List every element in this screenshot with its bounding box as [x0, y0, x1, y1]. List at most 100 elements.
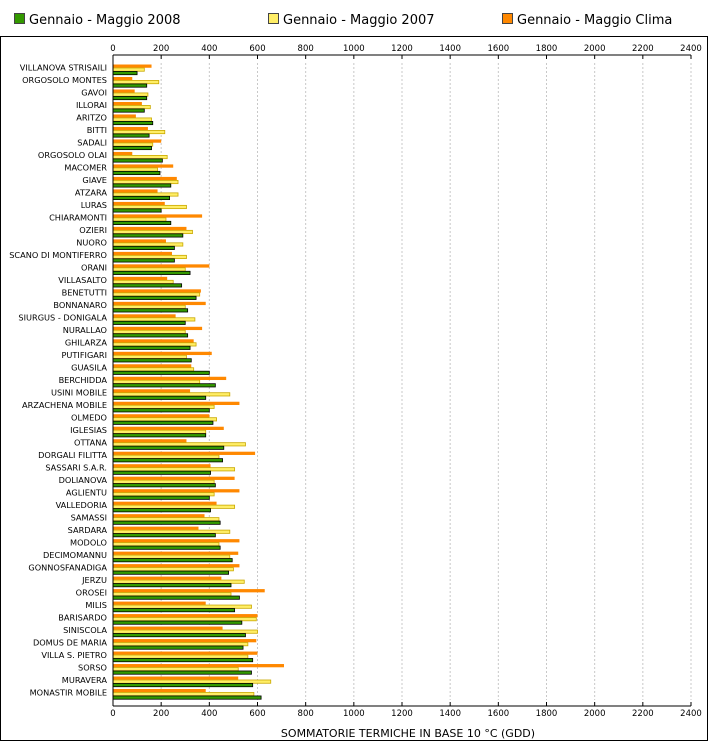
bar-2007: [112, 304, 186, 309]
bar-2008: [112, 345, 191, 350]
bar-clima: [113, 651, 258, 655]
bar-2007: [112, 554, 231, 559]
bar-2007: [112, 479, 215, 484]
bar-2007: [112, 517, 220, 522]
legend-item-2007: Gennaio - Maggio 2007: [268, 13, 435, 28]
bar-clima: [113, 626, 223, 630]
bar-clima: [113, 314, 176, 318]
legend: Gennaio - Maggio 2008 Gennaio - Maggio 2…: [0, 13, 709, 31]
legend-swatch-clima: [502, 13, 513, 24]
bottom-tick-label: 1000: [343, 709, 365, 719]
bar-clima: [113, 676, 239, 680]
category-label: LURAS: [81, 200, 107, 210]
category-label: SARDARA: [68, 525, 108, 535]
bottom-tick-label: 1200: [391, 709, 413, 719]
bar-2007: [112, 642, 249, 647]
bar-2008: [112, 683, 254, 688]
bar-2007: [112, 354, 187, 359]
legend-swatch-2007: [268, 13, 279, 24]
bar-2008: [112, 358, 192, 363]
bar-2008: [112, 133, 150, 138]
bar-clima: [113, 564, 240, 568]
category-label: ILLORAI: [76, 100, 107, 110]
bar-2007: [112, 454, 220, 459]
bar-clima: [113, 164, 174, 168]
category-label: JERZU: [81, 575, 107, 585]
bar-clima: [113, 101, 142, 106]
bar-2007: [112, 367, 195, 372]
category-label: ARITZO: [76, 113, 107, 123]
bar-clima: [113, 376, 227, 381]
category-label: DOMUS DE MARIA: [33, 637, 107, 647]
bottom-tick-label: 1800: [536, 709, 558, 719]
bar-clima: [113, 614, 258, 618]
category-label: DOLIANOVA: [59, 475, 108, 485]
top-tick-label: 1400: [439, 44, 461, 54]
bar-clima: [113, 451, 256, 455]
bar-2007: [112, 80, 160, 85]
bar-2007: [112, 192, 179, 197]
bar-2008: [112, 633, 246, 638]
top-tick-label: 0: [110, 44, 115, 54]
bar-2007: [112, 229, 193, 235]
bar-clima: [113, 189, 158, 193]
category-label: USINI MOBILE: [51, 387, 107, 397]
bar-2008: [112, 245, 175, 250]
bar-clima: [113, 689, 206, 693]
bar-clima: [113, 139, 162, 143]
bar-2008: [112, 695, 262, 700]
category-label: GAVOI: [81, 88, 107, 98]
category-label: GIAVE: [82, 175, 107, 185]
bar-clima: [113, 414, 210, 418]
plot-outer-border: [0, 36, 708, 741]
bars: [112, 64, 284, 700]
bar-clima: [113, 351, 212, 356]
bar-2008: [112, 595, 240, 600]
x-axis-title: SOMMATORIE TERMICHE IN BASE 10 °C (GDD): [281, 727, 535, 740]
top-tick-label: 2400: [680, 44, 702, 54]
bar-2007: [112, 292, 201, 297]
bar-clima: [113, 514, 205, 518]
bar-clima: [113, 464, 211, 468]
category-label: OROSEI: [76, 587, 107, 597]
category-label: VALLEDORIA: [56, 500, 108, 510]
bar-2007: [112, 442, 246, 447]
top-tick-label: 1600: [488, 44, 510, 54]
bar-clima: [113, 664, 284, 668]
bar-2008: [112, 308, 189, 313]
bar-2008: [112, 645, 244, 650]
category-label: GHILARZA: [65, 338, 108, 348]
bar-2008: [112, 258, 175, 263]
category-label: BERCHIDDA: [59, 375, 108, 385]
bar-2008: [112, 145, 152, 151]
bar-2008: [112, 420, 214, 425]
grid-lines: [160, 63, 692, 700]
bar-2007: [112, 379, 201, 384]
bar-clima: [113, 76, 133, 81]
bottom-tick-label: 600: [249, 709, 265, 719]
bar-2008: [112, 295, 197, 300]
bar-2008: [112, 120, 154, 126]
category-label: CHIARAMONTI: [49, 213, 107, 223]
top-tick-label: 200: [153, 44, 169, 54]
category-label: DORGALI FILITTA: [38, 450, 107, 460]
bar-2007: [112, 242, 184, 247]
bar-2008: [112, 383, 216, 388]
bar-2007: [112, 130, 166, 135]
category-label: ORGOSOLO MONTES: [22, 75, 107, 85]
bar-clima: [113, 401, 240, 406]
category-label: DECIMOMANNU: [43, 550, 107, 560]
bar-2008: [112, 520, 221, 525]
bar-clima: [113, 439, 187, 443]
bar-clima: [113, 89, 135, 93]
bottom-tick-label: 800: [298, 709, 314, 719]
bar-clima: [113, 576, 222, 580]
bar-2008: [112, 370, 210, 375]
top-tick-label: 1800: [536, 44, 558, 54]
bar-2007: [112, 492, 215, 497]
bar-clima: [113, 289, 201, 293]
bar-2008: [112, 183, 172, 188]
bar-2008: [112, 570, 229, 575]
